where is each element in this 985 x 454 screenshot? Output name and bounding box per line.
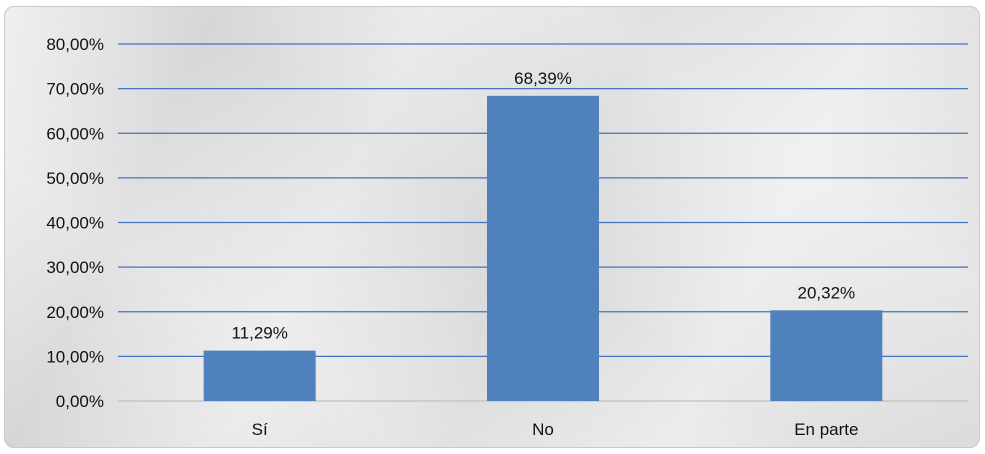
y-tick-label: 30,00% bbox=[46, 258, 104, 277]
chart-frame: 0,00% 10,00% 20,00% 30,00% 40,00% 50,00% 60,00… bbox=[4, 6, 980, 448]
y-tick-label: 0,00% bbox=[56, 392, 104, 411]
bar bbox=[203, 350, 316, 401]
bar-chart: 0,00% 10,00% 20,00% 30,00% 40,00% 50,00% 60,00… bbox=[46, 35, 968, 439]
data-label: 11,29% bbox=[231, 324, 287, 343]
y-tick-label: 10,00% bbox=[46, 347, 104, 366]
y-tick-label: 20,00% bbox=[46, 303, 104, 322]
x-category-label: No bbox=[532, 420, 554, 439]
y-tick-label: 70,00% bbox=[46, 80, 104, 99]
y-tick-label: 40,00% bbox=[46, 214, 104, 233]
bars bbox=[203, 95, 883, 401]
data-label: 68,39% bbox=[514, 69, 572, 88]
y-tick-label: 50,00% bbox=[46, 169, 104, 188]
bar bbox=[770, 310, 883, 401]
y-tick-label: 80,00% bbox=[46, 35, 104, 54]
y-tick-label: 60,00% bbox=[46, 124, 104, 143]
data-label: 20,32% bbox=[797, 283, 855, 302]
data-labels: 11,29% 68,39% 20,32% bbox=[231, 69, 855, 343]
x-axis-category-labels: Sí No En parte bbox=[252, 420, 859, 439]
x-category-label: Sí bbox=[252, 420, 268, 439]
bar bbox=[487, 95, 599, 401]
x-category-label: En parte bbox=[794, 420, 858, 439]
y-axis-tick-labels: 0,00% 10,00% 20,00% 30,00% 40,00% 50,00% 60,00… bbox=[46, 35, 104, 411]
